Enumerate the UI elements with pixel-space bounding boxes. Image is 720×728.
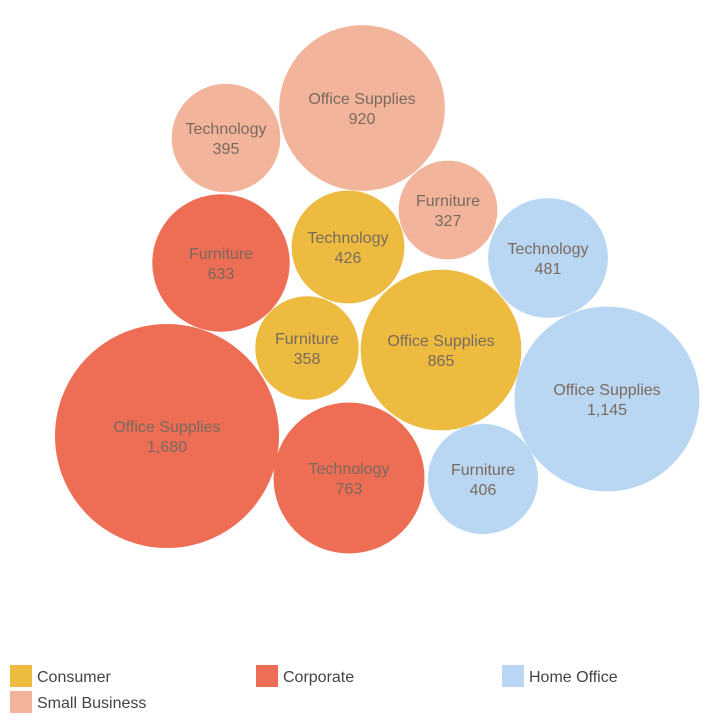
bubble-home-office-technology[interactable]: Technology 481: [488, 198, 608, 318]
bubble-category-label: Office Supplies: [113, 419, 220, 436]
legend-swatch: [10, 665, 32, 687]
bubble-value-label: 1,680: [147, 439, 187, 456]
legend-label: Consumer: [37, 669, 111, 686]
bubble-value-label: 327: [435, 213, 462, 230]
bubble-consumer-furniture[interactable]: Furniture 358: [255, 296, 359, 400]
bubble-circle[interactable]: [273, 402, 425, 554]
bubble-category-label: Furniture: [451, 462, 515, 479]
bubble-small-business-technology[interactable]: Technology 395: [171, 83, 281, 193]
legend-label: Small Business: [37, 695, 146, 712]
bubble-corporate-furniture[interactable]: Furniture 633: [152, 194, 290, 332]
bubble-category-label: Furniture: [275, 331, 339, 348]
legend-item-consumer[interactable]: Consumer: [10, 665, 111, 687]
bubble-circle[interactable]: [291, 190, 405, 304]
bubble-value-label: 395: [213, 141, 240, 158]
legend-label: Corporate: [283, 669, 354, 686]
bubble-value-label: 865: [428, 353, 455, 370]
bubble-category-label: Technology: [309, 461, 390, 478]
bubble-category-label: Technology: [308, 230, 389, 247]
bubble-circle[interactable]: [427, 423, 539, 535]
bubble-category-label: Furniture: [189, 246, 253, 263]
bubble-value-label: 763: [336, 481, 363, 498]
bubble-value-label: 426: [335, 250, 362, 267]
legend-swatch: [502, 665, 524, 687]
bubble-value-label: 358: [294, 351, 321, 368]
bubble-circle[interactable]: [55, 324, 279, 548]
bubble-corporate-technology[interactable]: Technology 763: [273, 402, 425, 554]
legend-label: Home Office: [529, 669, 618, 686]
bubble-category-label: Office Supplies: [387, 333, 494, 350]
legend-item-small-business[interactable]: Small Business: [10, 691, 146, 713]
legend-swatch: [256, 665, 278, 687]
bubble-corporate-office-supplies[interactable]: Office Supplies 1,680: [55, 324, 279, 548]
bubble-home-office-furniture[interactable]: Furniture 406: [427, 423, 539, 535]
bubble-circle[interactable]: [279, 25, 445, 191]
bubble-category-label: Office Supplies: [553, 382, 660, 399]
legend-item-corporate[interactable]: Corporate: [256, 665, 354, 687]
bubble-category-label: Furniture: [416, 193, 480, 210]
bubble-circle[interactable]: [171, 83, 281, 193]
bubble-consumer-technology[interactable]: Technology 426: [291, 190, 405, 304]
bubble-consumer-office-supplies[interactable]: Office Supplies 865: [360, 269, 522, 431]
bubble-home-office-office-supplies[interactable]: Office Supplies 1,145: [514, 306, 700, 492]
bubble-value-label: 1,145: [587, 402, 627, 419]
bubble-circle[interactable]: [488, 198, 608, 318]
bubble-category-label: Technology: [508, 241, 589, 258]
bubble-value-label: 406: [470, 482, 497, 499]
bubble-circle[interactable]: [360, 269, 522, 431]
bubble-category-label: Technology: [186, 121, 267, 138]
bubble-circle[interactable]: [514, 306, 700, 492]
legend: Consumer Corporate Home Office Small Busine…: [10, 665, 618, 713]
bubble-circle[interactable]: [152, 194, 290, 332]
bubble-value-label: 633: [208, 266, 235, 283]
bubble-circle[interactable]: [255, 296, 359, 400]
bubble-value-label: 481: [535, 261, 562, 278]
bubble-value-label: 920: [349, 111, 376, 128]
bubble-circle[interactable]: [398, 160, 498, 260]
bubble-category-label: Office Supplies: [308, 91, 415, 108]
legend-swatch: [10, 691, 32, 713]
bubbles-group: Technology 426 Furniture 358 Office Supplies…: [55, 25, 700, 554]
legend-item-home-office[interactable]: Home Office: [502, 665, 618, 687]
bubble-small-business-furniture[interactable]: Furniture 327: [398, 160, 498, 260]
bubble-small-business-office-supplies[interactable]: Office Supplies 920: [279, 25, 445, 191]
